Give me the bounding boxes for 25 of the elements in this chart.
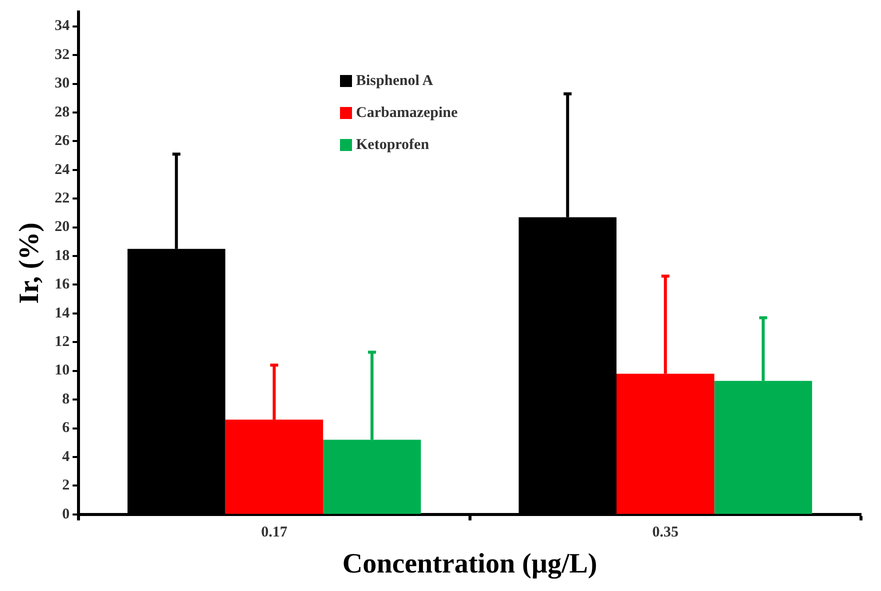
y-tick-label: 16 (54, 276, 70, 293)
y-tick-label: 30 (54, 76, 70, 92)
x-tick-label: 0.35 (652, 524, 679, 540)
y-tick-label: 14 (54, 305, 70, 322)
y-tick-label: 32 (54, 46, 70, 63)
legend-label: Bisphenol A (356, 72, 434, 90)
legend-label: Carbamazepine (356, 104, 458, 122)
y-tick-label: 28 (54, 104, 70, 120)
y-tick-label: 24 (54, 162, 70, 178)
x-axis-title: Concentration (µg/L) (342, 548, 598, 580)
y-tick-label: 12 (54, 334, 70, 350)
y-tick-label: 18 (54, 248, 70, 264)
y-axis-title: Ir, (%) (14, 222, 46, 304)
y-tick-label: 26 (54, 133, 70, 150)
y-tick-label: 34 (54, 18, 70, 34)
y-tick-label: 0 (62, 506, 70, 522)
y-tick-label: 20 (54, 219, 70, 236)
y-tick-label: 6 (62, 420, 70, 436)
x-tick-label: 0.17 (261, 524, 288, 540)
y-tick-label: 8 (62, 391, 70, 408)
y-tick-label: 2 (62, 478, 70, 494)
legend-label: Ketoprofen (356, 136, 430, 154)
y-tick-label: 10 (54, 362, 70, 379)
y-tick-label: 4 (62, 448, 70, 465)
y-tick-label: 22 (54, 190, 70, 206)
